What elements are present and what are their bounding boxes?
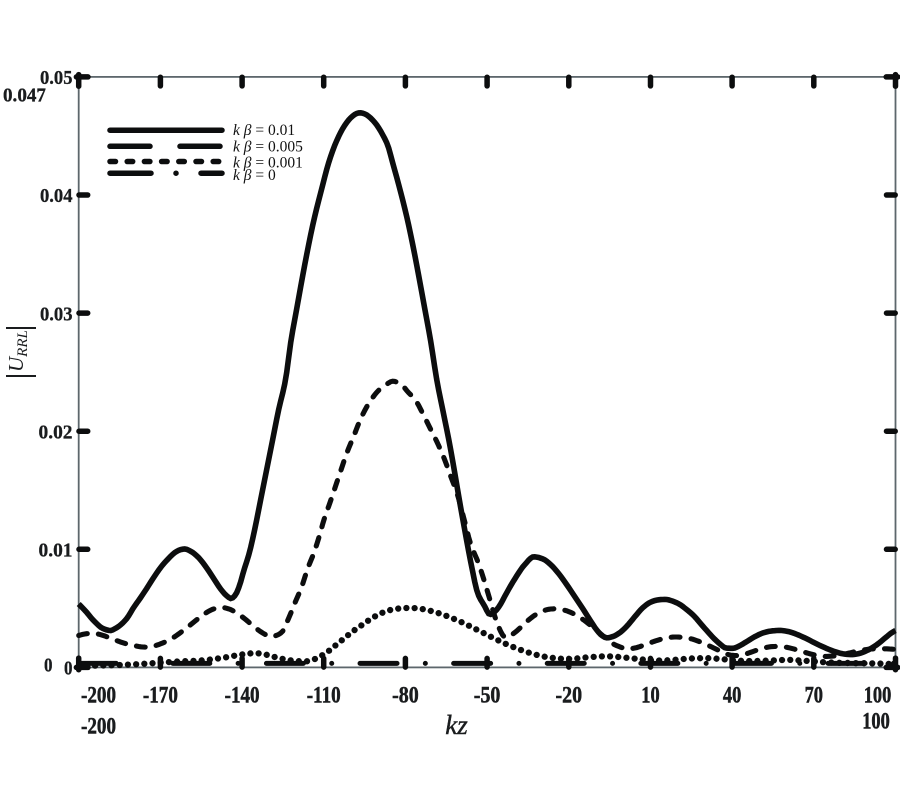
svg-text:-110: -110: [307, 683, 341, 709]
svg-text:0.02: 0.02: [39, 421, 73, 443]
svg-text:0.05: 0.05: [40, 67, 73, 89]
svg-text:-200: -200: [81, 714, 116, 740]
svg-text:-200: -200: [81, 683, 116, 709]
svg-text:-20: -20: [556, 683, 583, 709]
svg-text:k β = 0.01: k β = 0.01: [233, 122, 295, 139]
svg-text:0.04: 0.04: [40, 185, 73, 207]
svg-text:k β = 0.001: k β = 0.001: [233, 155, 303, 172]
svg-text:0: 0: [64, 658, 73, 680]
svg-text:0.01: 0.01: [39, 540, 73, 562]
svg-text:100: 100: [862, 709, 890, 735]
svg-text:70: 70: [805, 683, 823, 709]
svg-text:-170: -170: [143, 683, 178, 709]
svg-text:0.047: 0.047: [3, 85, 46, 107]
svg-text:-140: -140: [225, 683, 260, 709]
svg-text:10: 10: [641, 683, 659, 709]
svg-text:-50: -50: [474, 683, 501, 709]
svg-text:0: 0: [44, 655, 53, 677]
svg-text:100: 100: [864, 683, 892, 709]
svg-text:40: 40: [723, 683, 741, 709]
svg-text:0.03: 0.03: [40, 303, 73, 325]
svg-text:-80: -80: [392, 683, 419, 709]
svg-text:k β = 0: k β = 0: [233, 167, 276, 184]
svg-text:kz: kz: [445, 710, 468, 740]
svg-text:k β = 0.005: k β = 0.005: [233, 138, 303, 155]
